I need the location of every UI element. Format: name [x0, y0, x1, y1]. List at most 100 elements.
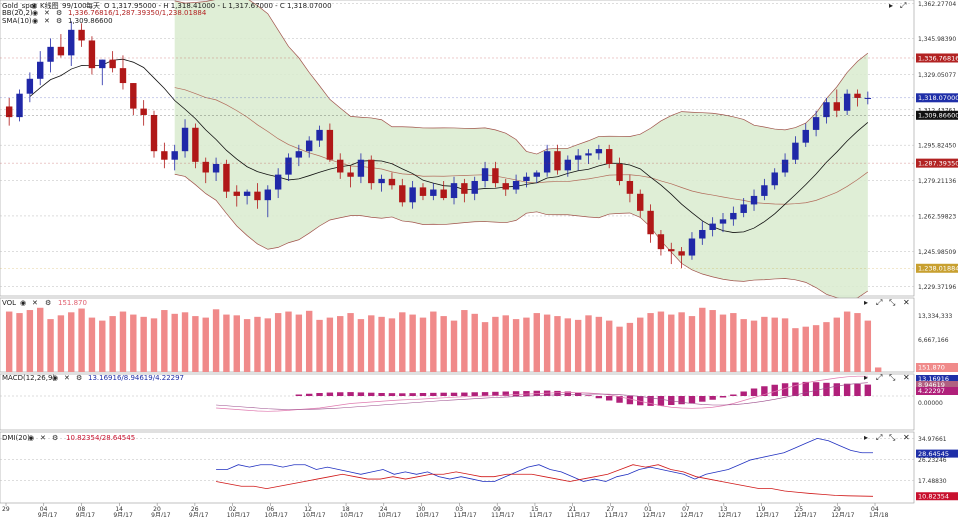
candle[interactable] — [502, 178, 509, 196]
gear-icon[interactable]: ⚙ — [45, 299, 51, 307]
candle[interactable] — [761, 178, 768, 201]
candle[interactable] — [47, 38, 54, 73]
candle[interactable] — [605, 144, 613, 169]
candle[interactable] — [243, 189, 251, 205]
close-icon[interactable]: ✕ — [44, 17, 50, 25]
expand-icon[interactable]: ⤢ — [875, 298, 882, 307]
candle[interactable] — [864, 91, 872, 105]
arrow-icon[interactable]: ▸ — [864, 433, 868, 442]
eye-icon[interactable]: ◉ — [28, 434, 34, 442]
candle[interactable] — [471, 176, 478, 201]
eye-icon[interactable]: ◉ — [32, 17, 38, 25]
collapse-icon[interactable]: ⤡ — [889, 298, 896, 307]
candle[interactable] — [461, 178, 468, 203]
candle[interactable] — [57, 34, 65, 58]
candle[interactable] — [626, 174, 634, 203]
candle[interactable] — [564, 155, 572, 177]
close-icon[interactable]: ✕ — [64, 374, 70, 382]
candle[interactable] — [781, 153, 789, 177]
candle[interactable] — [657, 229, 665, 256]
candle[interactable] — [316, 125, 323, 147]
candle[interactable] — [254, 183, 261, 209]
candle[interactable] — [771, 168, 778, 190]
candle[interactable] — [357, 153, 365, 184]
candle[interactable] — [792, 136, 799, 164]
candle[interactable] — [554, 144, 561, 175]
candle[interactable] — [450, 176, 458, 205]
candle[interactable] — [150, 110, 158, 158]
eye-icon[interactable]: ◉ — [20, 299, 26, 307]
candle[interactable] — [419, 183, 427, 201]
candle[interactable] — [481, 161, 489, 188]
candle[interactable] — [161, 142, 168, 169]
gear-icon[interactable]: ⚙ — [76, 374, 82, 382]
candle[interactable] — [812, 110, 820, 137]
close-icon[interactable]: ✕ — [903, 373, 910, 382]
collapse-icon[interactable]: ⤡ — [889, 373, 896, 382]
close-icon[interactable]: ✕ — [32, 299, 38, 307]
candle[interactable] — [264, 185, 272, 218]
candle[interactable] — [585, 149, 592, 164]
candle[interactable] — [326, 123, 334, 162]
arrow-icon[interactable]: ▸ — [864, 373, 868, 382]
candle[interactable] — [678, 247, 685, 269]
candle[interactable] — [233, 185, 240, 207]
candle[interactable] — [512, 174, 520, 194]
candle[interactable] — [140, 100, 147, 126]
eye-icon[interactable]: ◉ — [31, 2, 37, 10]
candle[interactable] — [119, 55, 127, 90]
candle[interactable] — [368, 155, 375, 190]
arrow-icon[interactable]: ▸ — [889, 1, 893, 10]
candle[interactable] — [295, 144, 303, 167]
candle[interactable] — [109, 51, 116, 73]
candle[interactable] — [440, 181, 447, 201]
candle[interactable] — [202, 157, 209, 184]
candle[interactable] — [574, 149, 582, 171]
candle[interactable] — [78, 23, 85, 47]
eye-icon[interactable]: ◉ — [32, 9, 38, 17]
candle[interactable] — [616, 157, 623, 186]
candle[interactable] — [305, 136, 313, 158]
candle[interactable] — [430, 183, 437, 201]
eye-icon[interactable]: ◉ — [52, 374, 58, 382]
macd-plot-area[interactable] — [0, 373, 915, 431]
candle[interactable] — [647, 204, 654, 243]
candle[interactable] — [523, 172, 530, 188]
candle[interactable] — [223, 159, 230, 199]
candle[interactable] — [595, 144, 603, 160]
candle[interactable] — [99, 59, 106, 86]
candle[interactable] — [171, 144, 178, 171]
candle[interactable] — [740, 198, 747, 218]
candle[interactable] — [88, 36, 96, 75]
candle[interactable] — [730, 206, 737, 226]
candle[interactable] — [543, 144, 551, 177]
dmi-panel[interactable]: 34.97661 26.23246 17.48830 28.64545 10.82354 — [0, 431, 958, 504]
candle[interactable] — [533, 170, 540, 184]
candle[interactable] — [130, 83, 137, 115]
candle[interactable] — [378, 174, 385, 192]
candle[interactable] — [492, 161, 499, 188]
volume-panel[interactable]: 13,334,333 6,667,166 151.870 — [0, 297, 958, 373]
candle[interactable] — [192, 123, 199, 169]
close-icon[interactable]: ✕ — [40, 434, 46, 442]
candle[interactable] — [399, 178, 406, 207]
close-icon[interactable]: ✕ — [44, 9, 50, 17]
candle[interactable] — [347, 166, 354, 188]
candle[interactable] — [68, 21, 75, 67]
candle[interactable] — [802, 123, 809, 147]
candle[interactable] — [719, 212, 727, 233]
candle[interactable] — [26, 72, 34, 103]
candle[interactable] — [688, 232, 696, 260]
candle[interactable] — [37, 51, 44, 86]
gear-icon[interactable]: ⚙ — [52, 434, 58, 442]
candle[interactable] — [750, 189, 758, 211]
candle[interactable] — [833, 89, 840, 118]
collapse-icon[interactable]: ⤡ — [889, 433, 896, 442]
candle[interactable] — [285, 153, 292, 182]
candle[interactable] — [5, 97, 13, 126]
candle[interactable] — [709, 217, 716, 237]
candle[interactable] — [668, 242, 675, 265]
candle[interactable] — [637, 189, 644, 218]
